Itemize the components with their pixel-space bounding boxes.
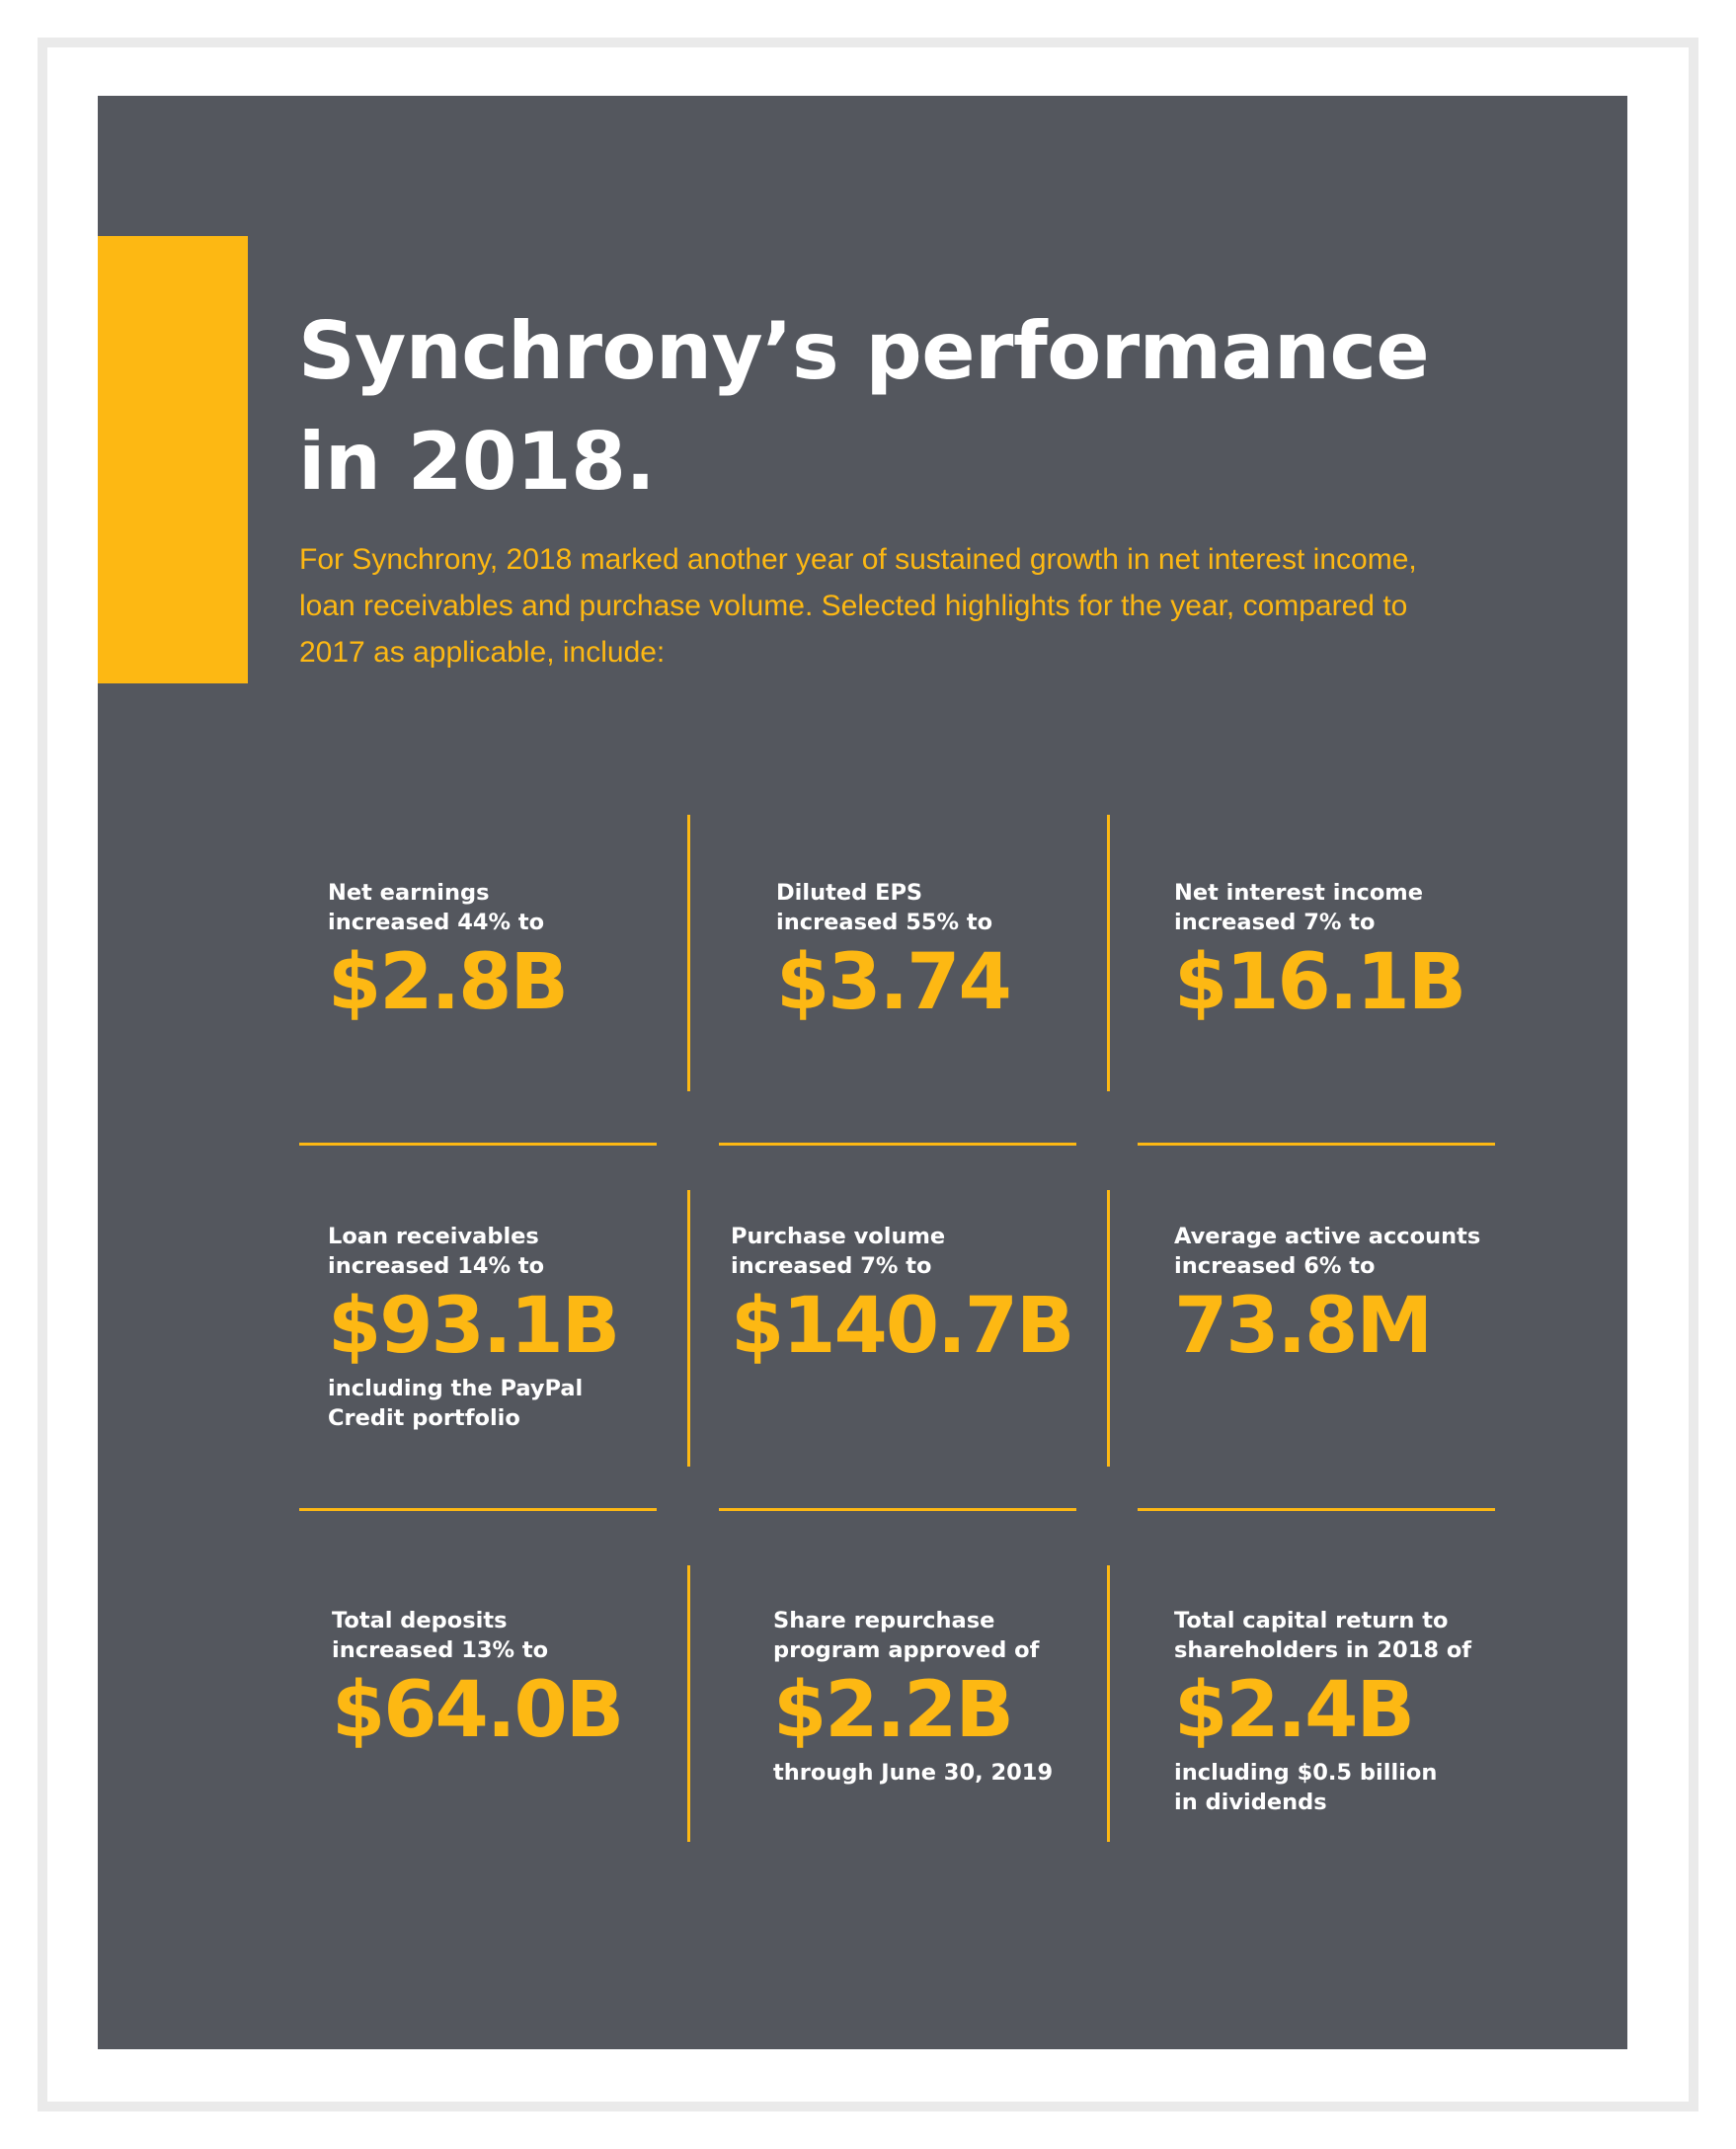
divider-vertical: [1107, 1190, 1110, 1467]
stat-label: Net interest income: [1174, 880, 1423, 906]
title-line-1: Synchrony’s performance: [298, 305, 1430, 397]
stat-total-deposits: Total deposits increased 13% to $64.0B: [332, 1606, 624, 1758]
divider-vertical: [687, 815, 690, 1091]
stat-label: increased 44% to: [328, 910, 545, 935]
stat-note: including $0.5 billion: [1174, 1760, 1438, 1786]
divider-horizontal: [719, 1508, 1076, 1511]
stat-value: $64.0B: [332, 1666, 624, 1755]
stat-label: Total deposits: [332, 1608, 508, 1633]
stat-label: increased 55% to: [776, 910, 993, 935]
accent-bar: [98, 236, 248, 683]
stat-note: including the PayPal: [328, 1376, 584, 1401]
stat-label: Purchase volume: [731, 1224, 946, 1249]
stat-value: $140.7B: [731, 1282, 1074, 1371]
stat-label: Average active accounts: [1174, 1224, 1481, 1249]
stat-loan-receivables: Loan receivables increased 14% to $93.1B…: [328, 1222, 620, 1433]
divider-horizontal: [719, 1143, 1076, 1146]
title-line-2: in 2018.: [298, 416, 656, 508]
stat-label: increased 13% to: [332, 1637, 549, 1663]
stat-label: increased 6% to: [1174, 1253, 1376, 1279]
intro-line-1: For Synchrony, 2018 marked another year …: [299, 543, 1417, 576]
stat-note: through June 30, 2019: [773, 1760, 1054, 1786]
stat-label: Share repurchase: [773, 1608, 995, 1633]
intro-line-3: 2017 as applicable, include:: [299, 636, 666, 669]
divider-vertical: [1107, 815, 1110, 1091]
divider-vertical: [687, 1190, 690, 1467]
stat-label: Total capital return to: [1174, 1608, 1449, 1633]
divider-horizontal: [299, 1143, 657, 1146]
stat-label: Diluted EPS: [776, 880, 923, 906]
stat-value: $2.2B: [773, 1666, 1014, 1755]
stat-value: $2.4B: [1174, 1666, 1415, 1755]
stat-average-active-accounts: Average active accounts increased 6% to …: [1174, 1222, 1480, 1374]
stat-net-interest-income: Net interest income increased 7% to $16.…: [1174, 878, 1466, 1030]
stat-label: increased 7% to: [731, 1253, 932, 1279]
highlights-panel: Synchrony’s performance in 2018. For Syn…: [98, 96, 1627, 2049]
stat-purchase-volume: Purchase volume increased 7% to $140.7B: [731, 1222, 1074, 1374]
stat-label: increased 7% to: [1174, 910, 1376, 935]
divider-horizontal: [1138, 1508, 1495, 1511]
page-title: Synchrony’s performance in 2018.: [298, 296, 1582, 517]
stat-label: Loan receivables: [328, 1224, 539, 1249]
divider-horizontal: [1138, 1143, 1495, 1146]
intro-paragraph: For Synchrony, 2018 marked another year …: [299, 536, 1583, 676]
stat-net-earnings: Net earnings increased 44% to $2.8B: [328, 878, 569, 1030]
stat-label: increased 14% to: [328, 1253, 545, 1279]
stat-note: in dividends: [1174, 1790, 1327, 1815]
stat-note: Credit portfolio: [328, 1405, 520, 1431]
stat-value: $93.1B: [328, 1282, 620, 1371]
stat-share-repurchase: Share repurchase program approved of $2.…: [773, 1606, 1053, 1788]
stat-label: Net earnings: [328, 880, 490, 906]
stat-value: $2.8B: [328, 938, 569, 1027]
stat-value: 73.8M: [1174, 1282, 1433, 1371]
stat-value: $3.74: [776, 938, 1012, 1027]
divider-vertical: [1107, 1565, 1110, 1842]
stat-label: program approved of: [773, 1637, 1040, 1663]
intro-line-2: loan receivables and purchase volume. Se…: [299, 590, 1408, 622]
stat-label: shareholders in 2018 of: [1174, 1637, 1472, 1663]
divider-horizontal: [299, 1508, 657, 1511]
stat-diluted-eps: Diluted EPS increased 55% to $3.74: [776, 878, 1012, 1030]
divider-vertical: [687, 1565, 690, 1842]
stat-total-capital-return: Total capital return to shareholders in …: [1174, 1606, 1471, 1817]
stat-value: $16.1B: [1174, 938, 1466, 1027]
